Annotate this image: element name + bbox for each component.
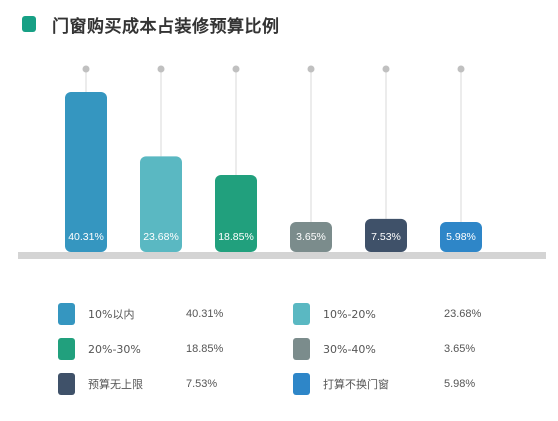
legend-label: 30%-40% xyxy=(323,342,376,356)
legend-swatch xyxy=(58,373,75,395)
legend-value: 7.53% xyxy=(186,378,218,390)
bar-value-label: 7.53% xyxy=(371,231,401,243)
bar-value-label: 5.98% xyxy=(446,231,476,243)
bar-value-label: 23.68% xyxy=(143,231,179,243)
legend-label: 20%-30% xyxy=(88,342,141,356)
chart-baseline xyxy=(18,252,546,259)
bar-stem-dot xyxy=(457,65,465,73)
legend-item: 10%以内 40.31% xyxy=(58,303,223,325)
legend-swatch xyxy=(58,338,75,360)
legend-item: 预算无上限 7.53% xyxy=(58,373,217,395)
bar-stem-dot xyxy=(232,65,240,73)
chart-title-row: 门窗购买成本占装修预算比例 xyxy=(22,14,280,37)
legend-swatch xyxy=(58,303,75,325)
legend-value: 23.68% xyxy=(444,308,482,320)
legend-item: 20%-30% 18.85% xyxy=(58,338,223,360)
bar xyxy=(290,222,332,252)
bar-stem-dot xyxy=(382,65,390,73)
bar xyxy=(365,218,407,252)
bar-stem-dot xyxy=(157,65,165,73)
legend-swatch xyxy=(293,373,310,395)
legend-value: 18.85% xyxy=(186,343,224,355)
bar-value-label: 3.65% xyxy=(296,231,326,243)
title-marker xyxy=(22,16,36,32)
bar xyxy=(65,92,107,252)
legend-item: 30%-40% 3.65% xyxy=(293,338,475,360)
legend-swatch xyxy=(293,303,310,325)
legend-value: 5.98% xyxy=(444,378,476,390)
legend-swatch xyxy=(293,338,310,360)
bar-stem-dot xyxy=(307,65,315,73)
legend-item: 10%-20% 23.68% xyxy=(293,303,481,325)
bar-stem-dot xyxy=(82,65,90,73)
legend-value: 3.65% xyxy=(444,343,476,355)
bar-value-label: 40.31% xyxy=(68,231,104,243)
legend-label: 预算无上限 xyxy=(88,378,143,391)
legend-label: 10%以内 xyxy=(88,308,135,321)
bar xyxy=(440,222,482,252)
chart-title: 门窗购买成本占装修预算比例 xyxy=(52,16,280,37)
legend-item: 打算不换门窗 5.98% xyxy=(293,373,475,395)
legend-label: 打算不换门窗 xyxy=(323,378,389,391)
bar xyxy=(140,156,182,252)
bar xyxy=(215,175,257,252)
bar-value-label: 18.85% xyxy=(218,231,254,243)
legend-label: 10%-20% xyxy=(323,307,376,321)
legend-value: 40.31% xyxy=(186,308,224,320)
